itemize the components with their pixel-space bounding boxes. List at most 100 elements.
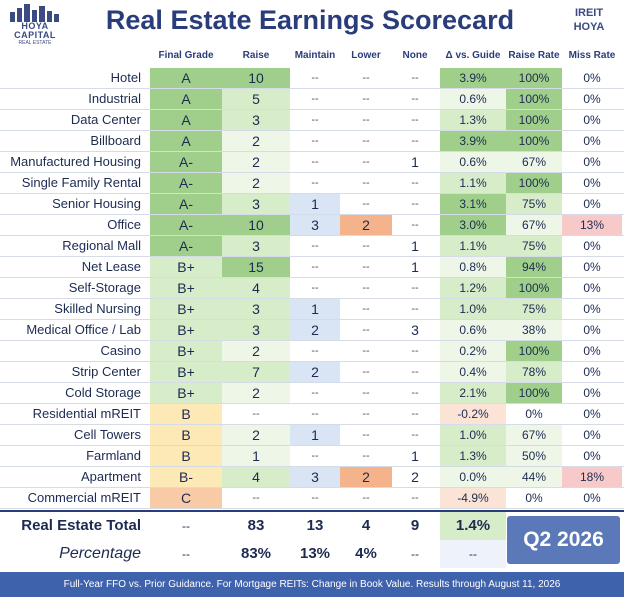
- cell-delta: -0.2%: [440, 404, 506, 424]
- cell-raise: 3: [222, 194, 290, 214]
- cell-raise: 2: [222, 341, 290, 361]
- cell-lower: --: [362, 177, 370, 189]
- totals-raise: 83: [247, 517, 265, 534]
- cell-grade: B: [150, 404, 222, 424]
- cell-delta: 1.3%: [440, 110, 506, 130]
- cell-grade: B+: [150, 299, 222, 319]
- cell-raise-rate: 100%: [506, 383, 562, 403]
- cell-name: Cold Storage: [65, 385, 141, 400]
- cell-raise: --: [252, 408, 260, 420]
- column-header: Final Grade: [158, 50, 214, 61]
- column-header: None: [402, 50, 428, 61]
- cell-none: --: [411, 282, 419, 294]
- column-header: Raise: [242, 50, 270, 61]
- cell-miss-rate: 13%: [562, 215, 622, 235]
- cell-name: Regional Mall: [62, 238, 141, 253]
- cell-maintain: --: [311, 408, 319, 420]
- cell-delta: 0.4%: [440, 362, 506, 382]
- cell-maintain: 2: [290, 320, 340, 340]
- cell-grade: C: [150, 488, 222, 508]
- cell-raise-rate: 100%: [506, 68, 562, 88]
- cell-raise: 5: [222, 89, 290, 109]
- cell-name: Casino: [100, 343, 141, 358]
- cell-grade: B+: [150, 278, 222, 298]
- cell-raise-rate: 67%: [506, 425, 562, 445]
- cell-raise-rate: 100%: [506, 278, 562, 298]
- cell-maintain: --: [311, 345, 319, 357]
- cell-lower: --: [362, 72, 370, 84]
- percentage-none: --: [411, 547, 419, 561]
- cell-lower: --: [362, 492, 370, 504]
- cell-lower: --: [362, 114, 370, 126]
- cell-raise: 2: [222, 425, 290, 445]
- table-row: Casino B+ 2 -- -- -- 0.2% 100% 0%: [0, 341, 624, 362]
- cell-raise-rate: 38%: [506, 320, 562, 340]
- cell-raise: 4: [222, 278, 290, 298]
- cell-lower: --: [362, 324, 370, 336]
- cell-none: --: [411, 429, 419, 441]
- cell-miss-rate: 0%: [583, 92, 601, 106]
- cell-delta: 1.0%: [440, 425, 506, 445]
- cell-name: Farmland: [86, 448, 141, 463]
- table-row: Hotel A 10 -- -- -- 3.9% 100% 0%: [0, 68, 624, 89]
- ireit-hoya-logo: IREIT HOYA: [560, 6, 618, 40]
- cell-raise: 3: [222, 110, 290, 130]
- cell-none: --: [411, 93, 419, 105]
- totals-lower: 4: [361, 517, 371, 534]
- cell-name: Manufactured Housing: [10, 154, 141, 169]
- table-row: Senior Housing A- 3 1 -- -- 3.1% 75% 0%: [0, 194, 624, 215]
- cell-maintain: 2: [290, 362, 340, 382]
- cell-grade: B: [150, 425, 222, 445]
- cell-none: 2: [411, 469, 419, 485]
- cell-delta: 3.0%: [440, 215, 506, 235]
- cell-none: --: [411, 114, 419, 126]
- cell-miss-rate: 0%: [583, 239, 601, 253]
- percentage-maintain: 13%: [299, 545, 331, 562]
- cell-raise-rate: 67%: [506, 152, 562, 172]
- column-header: Maintain: [294, 50, 336, 61]
- cell-raise: 3: [222, 299, 290, 319]
- totals-none: 9: [410, 517, 420, 534]
- cell-miss-rate: 18%: [562, 467, 622, 487]
- cell-raise: 10: [222, 68, 290, 88]
- table-row: Net Lease B+ 15 -- -- 1 0.8% 94% 0%: [0, 257, 624, 278]
- cell-grade: A: [150, 131, 222, 151]
- cell-miss-rate: 0%: [583, 71, 601, 85]
- page-title: Real Estate Earnings Scorecard: [105, 5, 515, 35]
- cell-lower: --: [362, 198, 370, 210]
- cell-grade: B-: [150, 467, 222, 487]
- table-row: Strip Center B+ 7 2 -- -- 0.4% 78% 0%: [0, 362, 624, 383]
- cell-raise-rate: 100%: [506, 110, 562, 130]
- cell-miss-rate: 0%: [583, 428, 601, 442]
- totals-delta: 1.4%: [440, 512, 506, 540]
- cell-delta: 0.6%: [440, 320, 506, 340]
- percentage-raise: 83%: [240, 545, 272, 562]
- cell-maintain: --: [311, 261, 319, 273]
- cell-grade: B+: [150, 320, 222, 340]
- table-row: Self-Storage B+ 4 -- -- -- 1.2% 100% 0%: [0, 278, 624, 299]
- cell-raise: 2: [222, 173, 290, 193]
- cell-raise-rate: 100%: [506, 341, 562, 361]
- cell-miss-rate: 0%: [583, 491, 601, 505]
- cell-miss-rate: 0%: [583, 302, 601, 316]
- table-row: Billboard A 2 -- -- -- 3.9% 100% 0%: [0, 131, 624, 152]
- column-header: Raise Rate: [508, 50, 560, 61]
- cell-grade: A: [150, 68, 222, 88]
- cell-maintain: --: [311, 450, 319, 462]
- cell-grade: A-: [150, 215, 222, 235]
- table-row: Manufactured Housing A- 2 -- -- 1 0.6% 67% 0%: [0, 152, 624, 173]
- cell-miss-rate: 0%: [583, 176, 601, 190]
- table-row: Regional Mall A- 3 -- -- 1 1.1% 75% 0%: [0, 236, 624, 257]
- cell-grade: B+: [150, 383, 222, 403]
- footer-note: Full-Year FFO vs. Prior Guidance. For Mo…: [0, 572, 624, 597]
- table-row: Commercial mREIT C -- -- -- -- -4.9% 0% 0%: [0, 488, 624, 509]
- header: HOYA CAPITAL REAL ESTATE Real Estate Ear…: [0, 0, 624, 46]
- cell-none: --: [411, 408, 419, 420]
- totals-section: Real Estate Total -- 83 13 4 9 1.4% Percentage…: [0, 510, 624, 568]
- cell-maintain: 3: [290, 215, 340, 235]
- cell-none: 3: [411, 322, 419, 338]
- hoya-capital-logo: HOYA CAPITAL REAL ESTATE: [4, 2, 66, 46]
- cell-raise-rate: 100%: [506, 89, 562, 109]
- cell-miss-rate: 0%: [583, 260, 601, 274]
- cell-lower: --: [362, 387, 370, 399]
